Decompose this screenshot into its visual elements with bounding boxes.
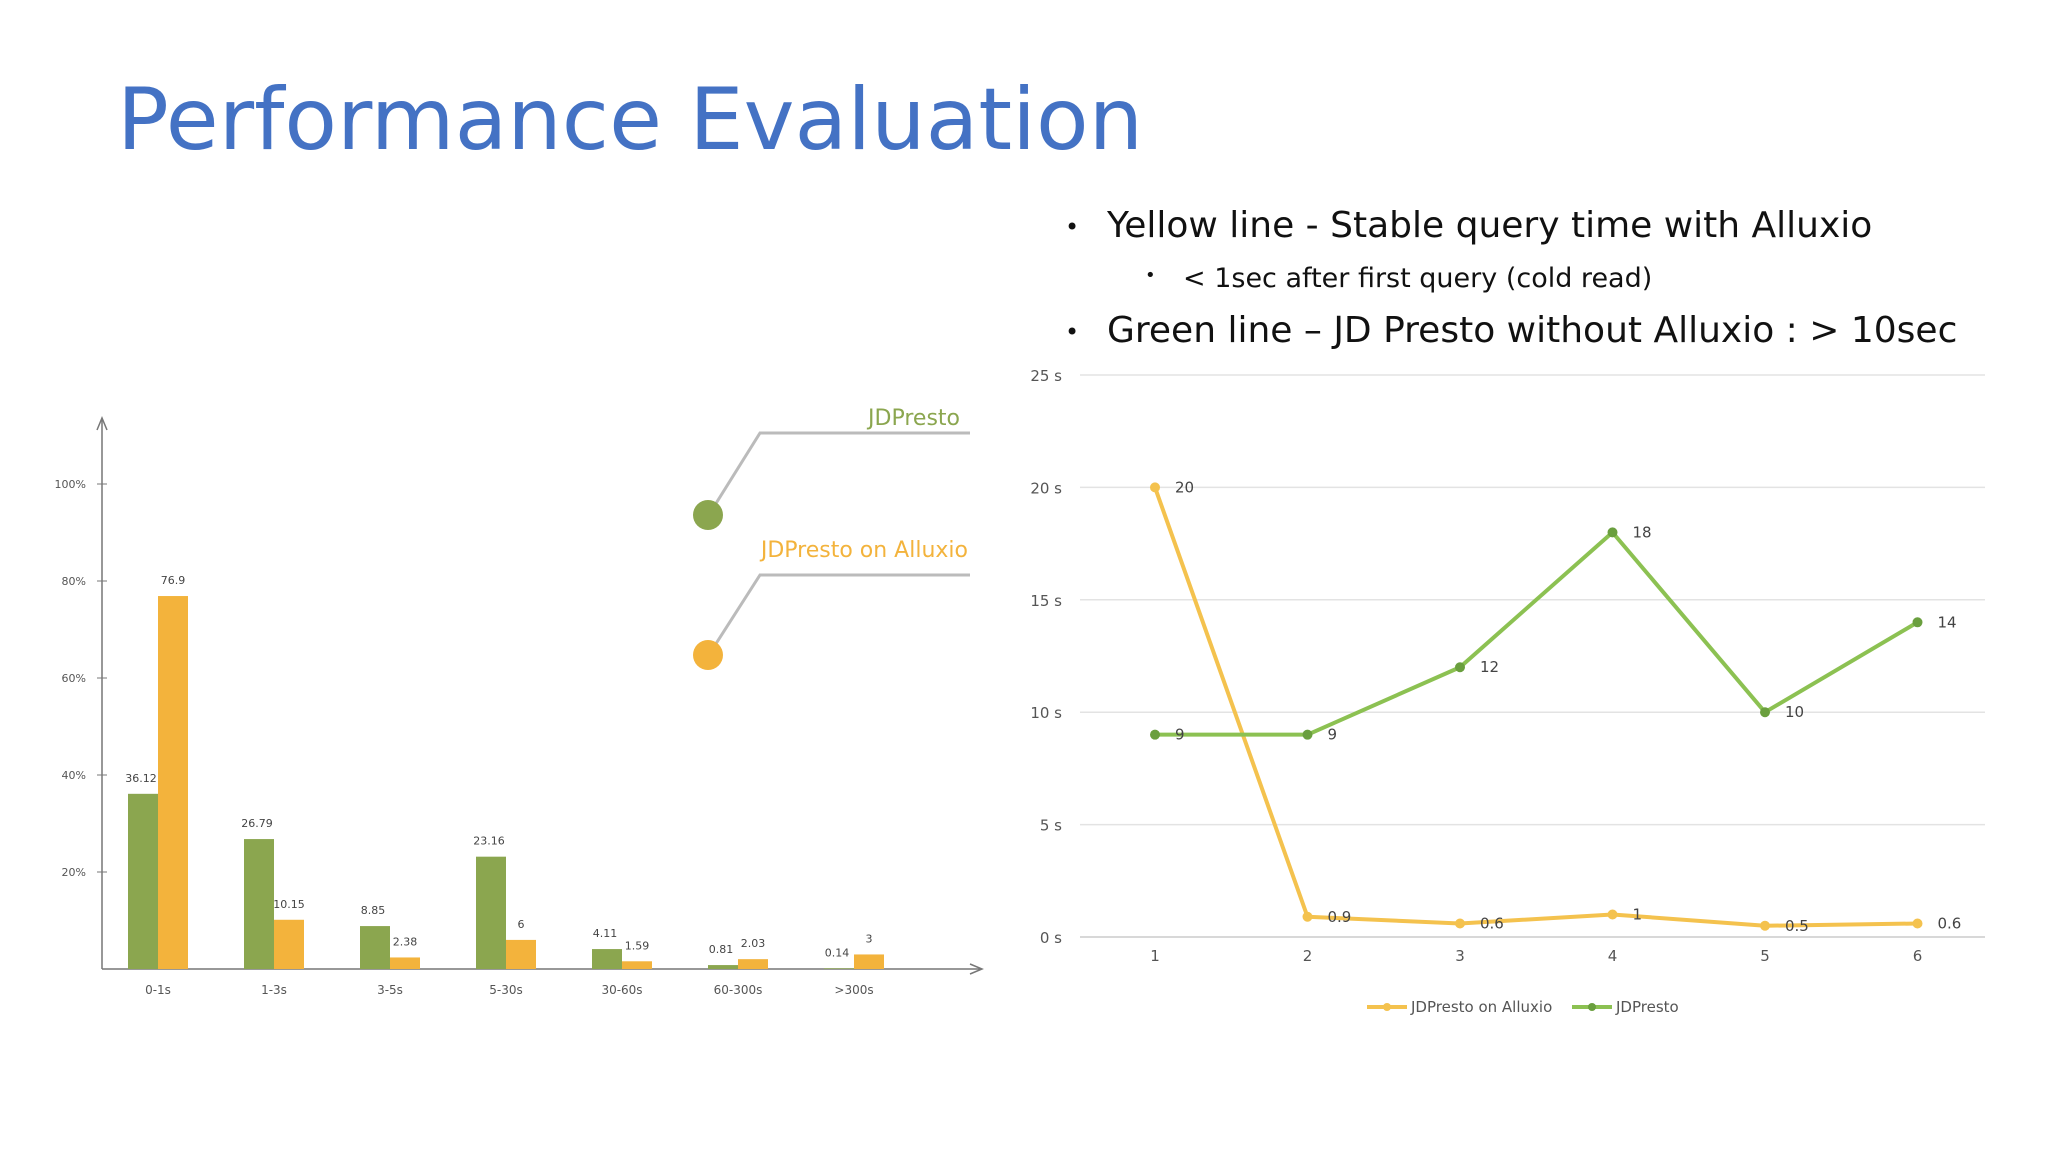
point-jdpresto-on-alluxio	[1302, 911, 1313, 922]
point-jdpresto	[1302, 729, 1313, 740]
bullet-text: < 1sec after first query (cold read)	[1183, 263, 1653, 294]
y-tick-label: 5 s	[1040, 817, 1062, 835]
data-label-jdpresto-on-alluxio: 1	[1633, 906, 1643, 924]
x-tick-label: 4	[1608, 947, 1618, 965]
point-jdpresto-on-alluxio	[1607, 909, 1618, 920]
x-tick-label: 60-300s	[714, 983, 763, 997]
point-jdpresto	[1760, 707, 1770, 718]
point-jdpresto	[1150, 729, 1160, 740]
y-tick-label: 100%	[55, 478, 86, 491]
data-label-jdpresto: 36.12	[125, 772, 157, 785]
data-label-jdpresto-on-alluxio: 3	[866, 932, 873, 945]
legend-label-jdpresto-on-alluxio: JDPresto on Alluxio	[1410, 998, 1552, 1016]
data-label-jdpresto: 9	[1328, 726, 1338, 744]
x-tick-label: 30-60s	[601, 983, 642, 997]
point-jdpresto	[1455, 662, 1465, 673]
legend-callout-line	[708, 431, 970, 514]
bar-jdpresto-on-alluxio	[738, 959, 768, 969]
data-label-jdpresto-on-alluxio: 76.9	[161, 574, 186, 587]
y-tick-label: 0 s	[1040, 929, 1062, 947]
legend-marker-jdpresto	[693, 500, 723, 530]
point-jdpresto-on-alluxio	[1912, 918, 1923, 929]
data-label-jdpresto-on-alluxio: 20	[1175, 478, 1194, 496]
bar-jdpresto-on-alluxio	[158, 596, 188, 969]
data-label-jdpresto: 0.81	[709, 943, 734, 956]
bullet-dot: •	[1145, 265, 1156, 286]
point-jdpresto-on-alluxio	[1150, 482, 1160, 493]
bullet-dot: •	[1065, 213, 1080, 241]
data-label-jdpresto-on-alluxio: 0.6	[1480, 915, 1504, 933]
x-tick-label: 5	[1760, 947, 1770, 965]
bullet-dot: •	[1065, 318, 1080, 346]
series-line-jdpresto-on-alluxio	[1153, 486, 1918, 928]
x-tick-label: >300s	[834, 983, 873, 997]
legend-label-jdpresto-on-alluxio: JDPresto on Alluxio	[759, 538, 968, 563]
legend-callout-line	[708, 573, 970, 654]
bar-jdpresto	[592, 949, 622, 969]
bar-jdpresto	[360, 926, 390, 969]
point-jdpresto	[1912, 617, 1923, 628]
slide-title: Performance Evaluation	[117, 70, 1144, 170]
bullet-text: Green line – JD Presto without Alluxio :…	[1107, 310, 1958, 351]
point-jdpresto-on-alluxio	[1455, 918, 1465, 929]
x-tick-label: 3	[1455, 947, 1465, 965]
data-label-jdpresto-on-alluxio: 0.6	[1938, 915, 1962, 933]
y-axis-arrow	[96, 416, 108, 431]
data-label-jdpresto-on-alluxio: 6	[518, 918, 525, 931]
data-label-jdpresto: 14	[1938, 613, 1957, 631]
point-jdpresto	[1607, 527, 1618, 538]
data-label-jdpresto-on-alluxio: 10.15	[273, 898, 305, 911]
legend-marker-jdpresto	[1588, 1003, 1596, 1011]
data-label-jdpresto: 12	[1480, 658, 1499, 676]
data-label-jdpresto-on-alluxio: 0.5	[1785, 917, 1809, 935]
bar-jdpresto	[128, 793, 158, 969]
legend-label-jdpresto: JDPresto	[1615, 998, 1679, 1016]
data-label-jdpresto: 26.79	[241, 817, 273, 830]
y-tick-label: 15 s	[1030, 592, 1062, 610]
data-label-jdpresto-on-alluxio: 2.03	[741, 937, 766, 950]
x-tick-label: 3-5s	[377, 983, 403, 997]
data-label-jdpresto-on-alluxio: 2.38	[393, 935, 418, 948]
point-jdpresto-on-alluxio	[1760, 920, 1770, 931]
bar-jdpresto-on-alluxio	[390, 957, 420, 969]
bar-jdpresto	[476, 856, 506, 969]
data-label-jdpresto: 4.11	[593, 927, 618, 940]
bar-jdpresto	[708, 965, 738, 969]
data-label-jdpresto: 0.14	[825, 946, 850, 959]
y-tick-label: 25 s	[1030, 367, 1062, 385]
bar-jdpresto-on-alluxio	[854, 954, 884, 969]
data-label-jdpresto: 23.16	[473, 835, 505, 848]
x-tick-label: 1-3s	[261, 983, 287, 997]
data-label-jdpresto: 10	[1785, 703, 1804, 721]
data-label-jdpresto: 18	[1633, 523, 1652, 541]
x-axis-arrow	[969, 963, 984, 975]
series-line-jdpresto	[1155, 530, 1919, 737]
y-tick-label: 40%	[62, 769, 86, 782]
legend-marker-jdpresto-on-alluxio	[1383, 1003, 1391, 1011]
legend-marker-jdpresto-on-alluxio	[693, 640, 723, 670]
x-tick-label: 1	[1150, 947, 1160, 965]
y-tick-label: 20%	[62, 866, 86, 879]
y-tick-label: 20 s	[1030, 479, 1062, 497]
x-tick-label: 0-1s	[145, 983, 171, 997]
y-tick-label: 10 s	[1030, 704, 1062, 722]
x-tick-label: 2	[1303, 947, 1313, 965]
bullet-text: Yellow line - Stable query time with All…	[1107, 205, 1873, 246]
data-label-jdpresto: 8.85	[361, 904, 386, 917]
y-tick-label: 80%	[62, 575, 86, 588]
data-label-jdpresto: 9	[1175, 726, 1185, 744]
data-label-jdpresto-on-alluxio: 0.9	[1328, 908, 1352, 926]
y-tick-label: 60%	[62, 672, 86, 685]
bar-jdpresto	[244, 839, 274, 969]
data-label-jdpresto-on-alluxio: 1.59	[625, 939, 650, 952]
x-tick-label: 5-30s	[489, 983, 523, 997]
bar-jdpresto-on-alluxio	[274, 919, 304, 969]
bar-jdpresto-on-alluxio	[622, 961, 652, 969]
bar-jdpresto	[824, 968, 854, 969]
bar-chart: 20% 40% 60% 80% 100% 36.12 76.9 0-1s 26.79 10.15 1…	[55, 406, 984, 997]
legend-label-jdpresto: JDPresto	[866, 406, 960, 431]
x-tick-label: 6	[1913, 947, 1923, 965]
bar-jdpresto-on-alluxio	[506, 939, 536, 969]
